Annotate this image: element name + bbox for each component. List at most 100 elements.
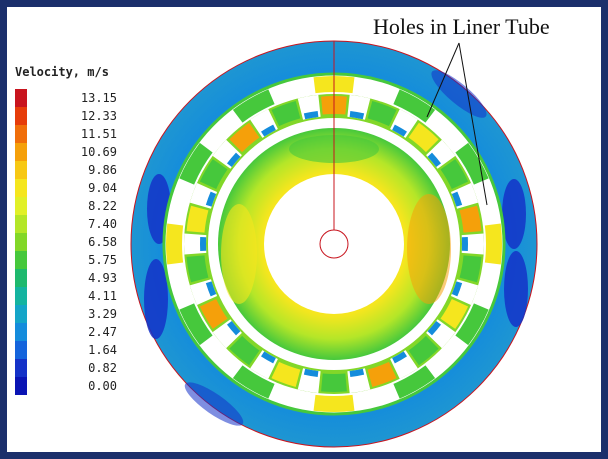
high-velocity-zone xyxy=(407,194,451,304)
flow-cell xyxy=(271,361,301,387)
legend-row: 6.58 xyxy=(15,233,155,251)
legend-row: 10.69 xyxy=(15,143,155,161)
legend-value: 9.04 xyxy=(88,181,117,195)
legend-swatch xyxy=(15,359,27,377)
flow-cell xyxy=(440,159,469,190)
legend-value: 6.58 xyxy=(88,235,117,249)
flow-cell xyxy=(408,335,439,366)
legend-value: 12.33 xyxy=(80,109,117,123)
legend-row: 5.75 xyxy=(15,251,155,269)
low-velocity-zone xyxy=(504,251,528,327)
slot-edge xyxy=(461,236,468,252)
velocity-contour-plot xyxy=(130,40,538,448)
flow-cell xyxy=(199,159,228,190)
legend-value: 4.93 xyxy=(88,271,117,285)
hole-jet xyxy=(179,303,213,346)
flow-cell xyxy=(459,255,482,283)
flow-cell xyxy=(186,205,209,233)
legend-value: 9.86 xyxy=(88,163,117,177)
legend-value: 4.11 xyxy=(88,289,117,303)
slot-edge xyxy=(451,281,463,297)
flow-cell xyxy=(459,205,482,233)
legend-row: 0.82 xyxy=(15,359,155,377)
legend-row: 2.47 xyxy=(15,323,155,341)
legend-row: 13.15 xyxy=(15,89,155,107)
legend-row: 0.00 xyxy=(15,377,155,395)
flow-cell xyxy=(321,373,347,392)
legend-row: 11.51 xyxy=(15,125,155,143)
legend-row: 3.29 xyxy=(15,305,155,323)
low-velocity-zone xyxy=(502,179,526,249)
annotation-leader xyxy=(426,42,460,118)
hole-jet xyxy=(393,89,436,123)
legend-value: 10.69 xyxy=(80,145,117,159)
legend-row: 7.40 xyxy=(15,215,155,233)
slot-edge xyxy=(199,236,207,252)
legend-swatch xyxy=(15,377,27,395)
hole-jet xyxy=(166,223,184,265)
hole-jet xyxy=(232,89,275,123)
legend-swatch xyxy=(15,161,27,179)
legend-row: 8.22 xyxy=(15,197,155,215)
legend-title: Velocity, m/s xyxy=(15,65,109,79)
holes-annotation: Holes in Liner Tube xyxy=(373,14,550,39)
annotation-leader xyxy=(458,42,488,206)
legend-value: 11.51 xyxy=(80,127,117,141)
slot-edge xyxy=(261,124,276,137)
legend-swatch xyxy=(15,251,27,269)
legend-row: 1.64 xyxy=(15,341,155,359)
legend-value: 13.15 xyxy=(80,91,117,105)
legend-value: 7.40 xyxy=(88,217,117,231)
slot-edge xyxy=(226,152,241,167)
flow-cell xyxy=(186,255,209,283)
legend-swatch xyxy=(15,215,27,233)
hole-jet xyxy=(455,142,489,185)
slot-edge xyxy=(392,124,407,137)
legend-swatch xyxy=(15,197,27,215)
figure-frame: Holes in Liner Tube Velocity, m/s 13.15 1… xyxy=(7,7,601,452)
slot-edge xyxy=(303,368,319,378)
low-velocity-zone xyxy=(144,259,168,339)
legend-swatch xyxy=(15,305,27,323)
legend-value: 2.47 xyxy=(88,325,117,339)
legend-row: 9.86 xyxy=(15,161,155,179)
high-velocity-zone xyxy=(221,204,257,304)
slot-edge xyxy=(261,351,276,364)
flow-cell xyxy=(367,361,397,387)
legend-value: 3.29 xyxy=(88,307,117,321)
legend-value: 8.22 xyxy=(88,199,117,213)
legend-value: 0.82 xyxy=(88,361,117,375)
legend-swatch xyxy=(15,143,27,161)
slot-edge xyxy=(451,191,463,207)
legend-value: 0.00 xyxy=(88,379,117,393)
flow-cell xyxy=(408,122,439,153)
low-velocity-zone xyxy=(184,382,244,426)
legend-swatch xyxy=(15,125,27,143)
legend-row: 9.04 xyxy=(15,179,155,197)
legend-value: 1.64 xyxy=(88,343,117,357)
legend-swatch xyxy=(15,341,27,359)
center-tube xyxy=(264,174,404,314)
slot-edge xyxy=(427,321,442,336)
hole-jet xyxy=(313,394,355,413)
legend-swatch xyxy=(15,107,27,125)
slot-edge xyxy=(349,368,365,378)
flow-cell xyxy=(199,298,228,329)
slot-edge xyxy=(205,191,217,207)
slot-edge xyxy=(427,152,442,167)
legend-row: 12.33 xyxy=(15,107,155,125)
flow-cell xyxy=(440,298,469,329)
flow-cell xyxy=(367,101,397,127)
flow-cell xyxy=(229,122,260,153)
legend-swatch xyxy=(15,233,27,251)
flow-cell xyxy=(271,101,301,127)
legend-swatch xyxy=(15,287,27,305)
legend-swatch xyxy=(15,323,27,341)
hole-jet xyxy=(455,303,489,346)
slot-edge xyxy=(392,351,407,364)
legend-row: 4.11 xyxy=(15,287,155,305)
hole-jet xyxy=(179,142,213,185)
legend-swatch xyxy=(15,269,27,287)
flow-cell xyxy=(229,335,260,366)
low-velocity-zone xyxy=(431,70,487,118)
